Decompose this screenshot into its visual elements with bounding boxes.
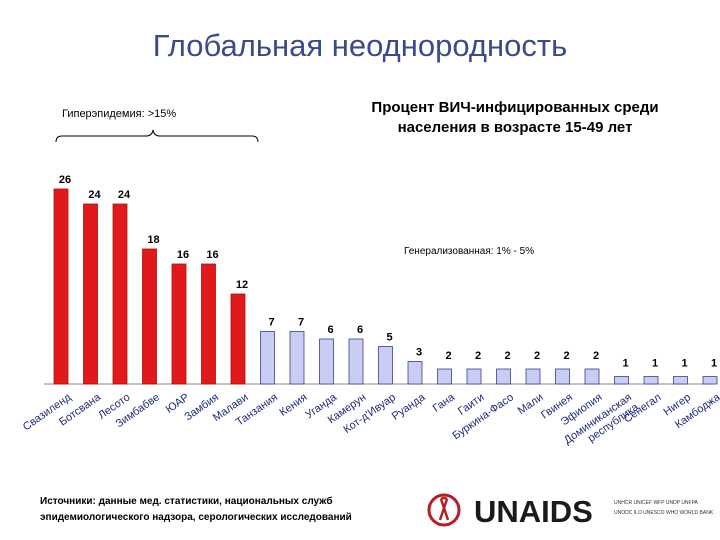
bar-9 [319, 338, 334, 385]
value-label-0: 26 [59, 174, 71, 186]
bar-4 [171, 263, 187, 385]
value-label-1: 24 [88, 189, 101, 201]
value-label-18: 2 [593, 350, 599, 362]
value-label-11: 5 [386, 332, 392, 344]
value-label-19: 1 [622, 358, 628, 370]
chart-title-line-2: населения в возрасте 15-49 лет [397, 119, 633, 136]
value-label-22: 1 [711, 358, 717, 370]
category-label-13: Гана [431, 391, 458, 415]
value-label-10: 6 [357, 324, 363, 336]
value-label-13: 2 [445, 350, 451, 362]
bar-0 [53, 188, 69, 385]
generalized-label: Генерализованная: 1% - 5% [404, 246, 535, 257]
unaids-logo: UNAIDS UNHCR UNICEF WFP UNDP UNFPA UNODC… [426, 490, 716, 539]
bar-15 [496, 368, 511, 385]
value-label-8: 7 [298, 317, 304, 329]
value-label-4: 16 [177, 249, 189, 261]
hyperepidemic-label: Гиперэпидемия: >15% [62, 108, 177, 120]
value-label-21: 1 [681, 358, 687, 370]
red-ribbon-badge [427, 493, 461, 527]
bar-16 [525, 368, 541, 385]
value-label-15: 2 [504, 350, 510, 362]
bar-11 [378, 346, 393, 385]
bar-12 [407, 361, 423, 385]
value-label-9: 6 [327, 324, 333, 336]
bar-7 [260, 331, 275, 385]
category-label-12: Руанда [390, 391, 428, 423]
bar-8 [289, 331, 305, 385]
bar-1 [83, 203, 98, 385]
chart-title: Процент ВИЧ-инфицированных среди населен… [330, 98, 700, 138]
sources-line-2: эпидемиологического надзора, серологичес… [40, 512, 352, 523]
bar-3 [142, 248, 157, 385]
sources-note: Источники: данные мед. статистики, нацио… [40, 494, 352, 526]
bar-6 [230, 293, 246, 385]
bar-20 [643, 376, 659, 385]
cosponsors-line-2: UNODC ILO UNESCO WHO WORLD BANK [614, 510, 714, 516]
bar-14 [466, 368, 482, 385]
page-title: Глобальная неоднородность [152, 28, 568, 63]
bar-10 [348, 338, 364, 385]
bar-21 [673, 376, 688, 385]
chart-title-line-1: Процент ВИЧ-инфицированных среди [371, 99, 659, 116]
logo-graphic: UNAIDS UNHCR UNICEF WFP UNDP UNFPA UNODC… [427, 493, 714, 529]
bar-17 [555, 368, 570, 385]
bar-2 [112, 203, 128, 385]
bar-19 [614, 376, 629, 385]
bar-18 [584, 368, 600, 385]
bar-22 [702, 376, 718, 385]
value-label-14: 2 [475, 350, 481, 362]
value-label-5: 16 [206, 249, 218, 261]
bar-5 [201, 263, 216, 385]
cosponsors-line-1: UNHCR UNICEF WFP UNDP UNFPA [614, 500, 699, 506]
value-label-7: 7 [268, 317, 274, 329]
logo-wordmark: UNAIDS [474, 494, 593, 529]
value-label-17: 2 [563, 350, 569, 362]
value-label-20: 1 [652, 358, 658, 370]
hyper-brace [55, 129, 259, 143]
ribbon-icon [438, 496, 450, 521]
value-label-2: 24 [118, 189, 131, 201]
value-label-6: 12 [236, 279, 248, 291]
bar-13 [437, 368, 452, 385]
value-label-12: 3 [416, 347, 422, 359]
value-label-3: 18 [147, 234, 159, 246]
sources-line-1: Источники: данные мед. статистики, нацио… [40, 496, 333, 507]
value-label-16: 2 [534, 350, 540, 362]
